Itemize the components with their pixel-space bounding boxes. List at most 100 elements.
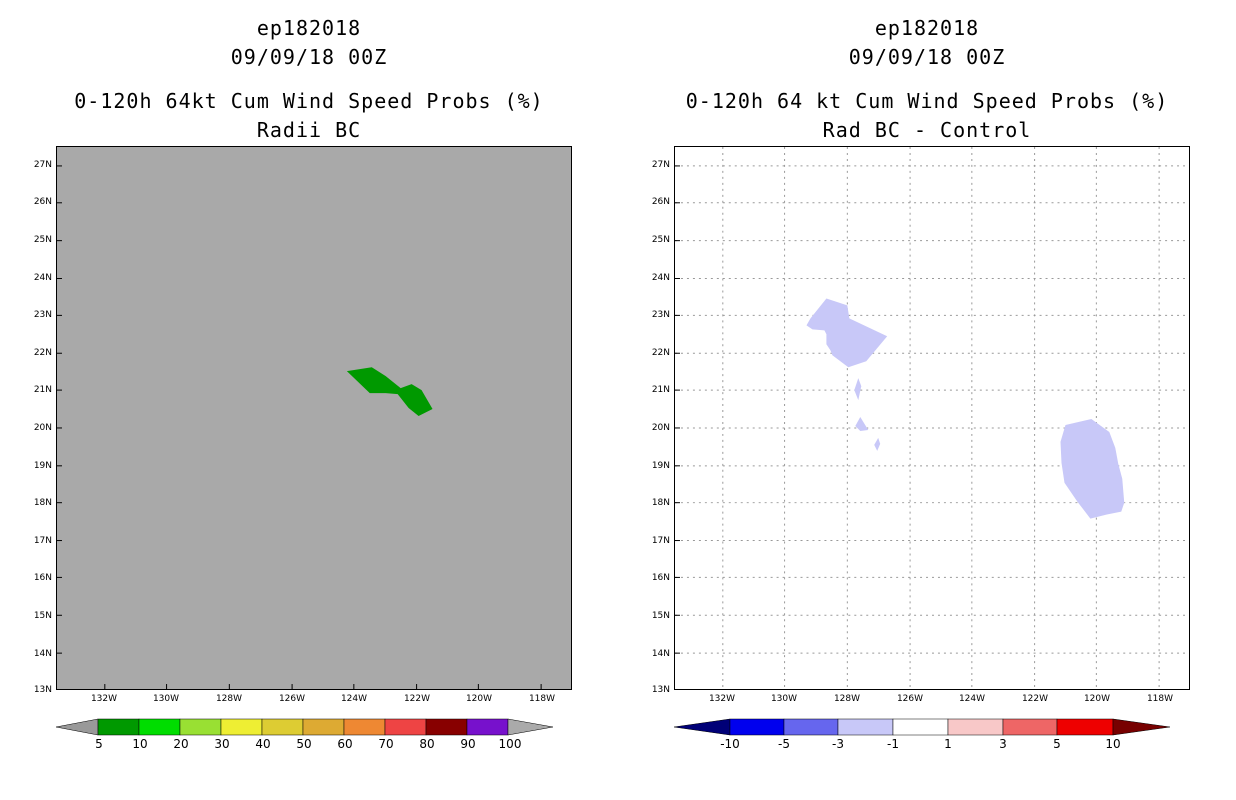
colorbar-label: 50 — [296, 737, 312, 751]
lat-label: 20N — [33, 423, 52, 433]
lat-label: 26N — [33, 197, 52, 207]
colorbar-swatch — [892, 718, 949, 736]
lat-label: 19N — [33, 461, 52, 471]
lat-label: 19N — [651, 461, 670, 471]
colorbar-over-triangle — [507, 718, 554, 736]
lat-label: 14N — [651, 649, 670, 659]
right-panel: ep182018 09/09/18 00Z 0-120h 64 kt Cum W… — [618, 0, 1236, 800]
storm-id: ep182018 — [256, 16, 362, 40]
left-panel: ep182018 09/09/18 00Z 0-120h 64kt Cum Wi… — [33, 16, 572, 751]
forecast-date: 09/09/18 00Z — [848, 45, 1006, 69]
lat-label: 25N — [651, 235, 670, 245]
lat-label: 23N — [651, 310, 670, 320]
colorbar-swatch — [261, 718, 304, 736]
lat-label: 13N — [651, 685, 670, 695]
lon-label: 120W — [1083, 694, 1111, 704]
lon-label: 126W — [278, 694, 306, 704]
lon-label: 130W — [152, 694, 180, 704]
colorbar-label: 3 — [999, 737, 1007, 751]
colorbar-label: 60 — [337, 737, 353, 751]
lat-label: 13N — [33, 685, 52, 695]
difference-contours — [806, 298, 1125, 519]
lat-label: 18N — [33, 498, 52, 508]
colorbar-label: 80 — [419, 737, 435, 751]
lat-label: 26N — [651, 197, 670, 207]
probability-colorbar — [56, 718, 554, 736]
difference-colorbar — [674, 718, 1171, 736]
lon-label: 132W — [90, 694, 118, 704]
colorbar-under-triangle — [674, 718, 731, 736]
lon-label: 126W — [896, 694, 924, 704]
product-subtitle: Rad BC - Control — [822, 118, 1032, 142]
difference-map — [674, 146, 1190, 690]
colorbar-label: 30 — [214, 737, 230, 751]
colorbar-label: 1 — [944, 737, 952, 751]
lat-label: 22N — [33, 348, 52, 358]
lat-label: 17N — [651, 536, 670, 546]
colorbar-swatch — [783, 718, 839, 736]
lat-label: 24N — [651, 273, 670, 283]
colorbar-swatch — [1002, 718, 1058, 736]
lat-label: 25N — [33, 235, 52, 245]
lat-label: 20N — [651, 423, 670, 433]
colorbar-swatch — [220, 718, 263, 736]
lon-label: 128W — [215, 694, 243, 704]
lat-label: 15N — [33, 611, 52, 621]
colorbar-swatch — [947, 718, 1004, 736]
colorbar-swatch — [466, 718, 509, 736]
colorbar-swatch — [425, 718, 468, 736]
colorbar-label: -10 — [720, 737, 740, 751]
lon-label: 118W — [528, 694, 556, 704]
lat-ticks — [675, 165, 680, 654]
lon-label: 124W — [958, 694, 986, 704]
lat-label: 21N — [651, 385, 670, 395]
lat-label: 16N — [651, 573, 670, 583]
lat-ticks — [57, 165, 62, 654]
colorbar-label: 5 — [1053, 737, 1061, 751]
colorbar-label: 20 — [173, 737, 189, 751]
product-title: 0-120h 64kt Cum Wind Speed Probs (%) — [74, 89, 544, 113]
lat-label: 27N — [33, 160, 52, 170]
storm-id: ep182018 — [874, 16, 980, 40]
colorbar-label: 10 — [132, 737, 148, 751]
lon-label: 124W — [340, 694, 368, 704]
lat-label: 17N — [33, 536, 52, 546]
grid-lines — [675, 147, 1189, 689]
colorbar-swatch — [179, 718, 222, 736]
lon-label: 128W — [833, 694, 861, 704]
lon-ticks — [104, 684, 542, 689]
colorbar-label: 10 — [1105, 737, 1121, 751]
lon-label: 118W — [1146, 694, 1174, 704]
colorbar-label: 5 — [95, 737, 103, 751]
negative-difference-region — [1060, 418, 1125, 519]
lat-label: 22N — [651, 348, 670, 358]
lat-label: 24N — [33, 273, 52, 283]
lon-label: 120W — [465, 694, 493, 704]
lat-label: 18N — [651, 498, 670, 508]
product-subtitle: Radii BC — [256, 118, 362, 142]
colorbar-swatch — [1056, 718, 1114, 736]
lon-label: 130W — [770, 694, 798, 704]
lat-label: 21N — [33, 385, 52, 395]
colorbar-swatch — [138, 718, 181, 736]
colorbar-swatch — [97, 718, 140, 736]
lat-label: 16N — [33, 573, 52, 583]
colorbar-label: 90 — [460, 737, 476, 751]
negative-difference-region — [855, 417, 869, 431]
lat-label: 15N — [651, 611, 670, 621]
product-title: 0-120h 64 kt Cum Wind Speed Probs (%) — [685, 89, 1169, 113]
colorbar-label: -5 — [778, 737, 790, 751]
colorbar-label: -1 — [887, 737, 899, 751]
colorbar-swatch — [384, 718, 427, 736]
lat-label: 14N — [33, 649, 52, 659]
colorbar-swatch — [729, 718, 785, 736]
colorbar-label: -3 — [832, 737, 844, 751]
colorbar-swatch — [302, 718, 345, 736]
colorbar-swatch — [837, 718, 894, 736]
colorbar-swatch — [343, 718, 386, 736]
wind-probability-swath — [346, 367, 433, 417]
colorbar-label: 70 — [378, 737, 394, 751]
lat-label: 23N — [33, 310, 52, 320]
colorbar-over-triangle — [1112, 718, 1171, 736]
colorbar-label: 100 — [498, 737, 522, 751]
